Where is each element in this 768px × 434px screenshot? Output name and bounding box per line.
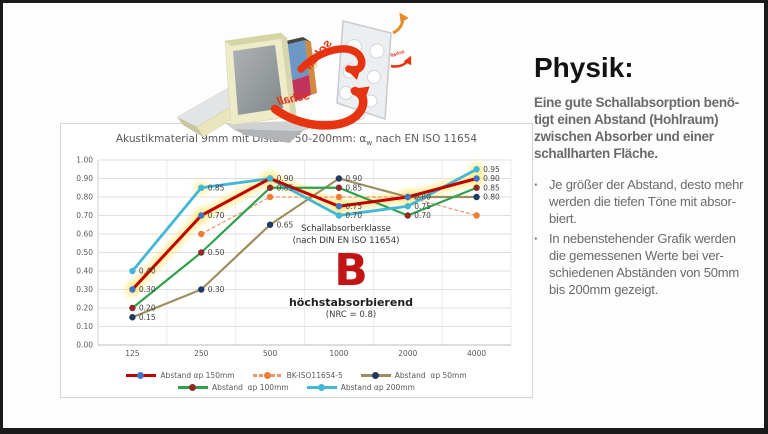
legend-marker: [306, 384, 337, 392]
svg-text:0.20: 0.20: [76, 304, 93, 313]
svg-text:1000: 1000: [329, 349, 348, 358]
legend-item: Abstand αp 50mm: [360, 371, 467, 380]
absorption-line-chart: 1.00 0.90 0.80 0.70 0.60 0.50 0.40 0.30 0.20 0.10…: [76, 156, 512, 358]
svg-text:0.80: 0.80: [483, 193, 500, 202]
svg-text:0.75: 0.75: [414, 202, 431, 211]
legend-marker: [178, 384, 209, 392]
svg-text:250: 250: [194, 349, 209, 358]
svg-text:0.80: 0.80: [414, 193, 431, 202]
svg-text:0.85: 0.85: [208, 183, 225, 192]
svg-text:125: 125: [125, 349, 140, 358]
svg-text:0.10: 0.10: [76, 322, 93, 331]
bullet-item: · In nebenstehender Grafik werden die ge…: [534, 230, 764, 298]
absorber-class-block: B höchstabsorbierend (NRC = 0.8): [266, 245, 436, 321]
absorber-class-nrc: (NRC = 0.8): [325, 310, 377, 321]
legend-item: Abstand αp 150mm: [126, 371, 235, 380]
legend-marker: [360, 372, 391, 380]
svg-text:0.40: 0.40: [76, 267, 93, 276]
svg-text:4000: 4000: [467, 349, 486, 358]
svg-text:0.70: 0.70: [345, 211, 362, 220]
svg-text:0.50: 0.50: [76, 248, 93, 257]
svg-text:0.95: 0.95: [483, 165, 500, 174]
bullet-list: · Je größer der Abstand, desto mehr werd…: [534, 176, 764, 298]
absorber-class-note: Schallabsorberklasse (nach DIN EN ISO 11…: [292, 224, 400, 246]
chart-card: Akustikmaterial 9mm mit Distanz 50-200mm…: [60, 123, 533, 398]
legend-item: BK-ISO11654-5: [252, 371, 343, 380]
svg-text:0.70: 0.70: [208, 211, 225, 220]
absorber-class-label: höchstabsorbierend: [288, 296, 414, 310]
svg-text:0.00: 0.00: [76, 341, 93, 350]
svg-text:0.70: 0.70: [76, 211, 93, 220]
svg-text:0.90: 0.90: [345, 174, 362, 183]
svg-text:0.90: 0.90: [483, 174, 500, 183]
svg-text:0.50: 0.50: [208, 248, 225, 257]
svg-text:0.60: 0.60: [76, 230, 93, 239]
legend-marker: [252, 372, 283, 380]
small-red-arrow: [390, 55, 412, 68]
chart-title: Akustikmaterial 9mm mit Distanz 50-200mm…: [115, 133, 478, 148]
legend-marker: [126, 372, 157, 380]
legend-label: Abstand αp 200mm: [340, 383, 415, 392]
legend-label: BK-ISO11654-5: [286, 371, 343, 380]
physik-panel: Physik: Eine gute Schallabsorption benö-…: [534, 52, 764, 301]
svg-text:0.30: 0.30: [76, 285, 93, 294]
svg-text:0.70: 0.70: [414, 211, 431, 220]
svg-text:0.15: 0.15: [139, 313, 156, 322]
legend-item: Abstand αp 100mm: [178, 383, 289, 392]
bullet-marker: ·: [534, 177, 539, 192]
bullet-text: In nebenstehender Grafik werden die geme…: [549, 231, 740, 297]
intro-paragraph: Eine gute Schallabsorption benö- tigt ei…: [534, 95, 739, 161]
svg-text:0.30: 0.30: [139, 285, 156, 294]
schall-label-small: schall: [389, 49, 405, 59]
legend-item: Abstand αp 200mm: [306, 383, 415, 392]
svg-text:0.65: 0.65: [277, 220, 294, 229]
legend-label: Abstand αp 50mm: [394, 371, 467, 380]
svg-text:500: 500: [263, 349, 278, 358]
svg-text:1.00: 1.00: [76, 156, 93, 165]
framed-gray-slab: [224, 32, 297, 126]
bullet-marker: ·: [534, 231, 539, 246]
bullet-item: · Je größer der Abstand, desto mehr werd…: [534, 176, 764, 227]
svg-text:0.85: 0.85: [277, 183, 294, 192]
svg-text:0.85: 0.85: [483, 183, 500, 192]
legend-label: Abstand αp 100mm: [212, 383, 289, 392]
legend-label: Abstand αp 150mm: [160, 371, 235, 380]
svg-text:0.40: 0.40: [139, 267, 156, 276]
svg-text:0.80: 0.80: [76, 193, 93, 202]
bullet-text: Je größer der Abstand, desto mehr werden…: [549, 177, 744, 226]
sound-arrow-upper: [297, 45, 366, 80]
svg-text:0.20: 0.20: [139, 304, 156, 313]
absorber-class-letter: B: [334, 245, 368, 296]
physik-heading: Physik:: [534, 52, 634, 83]
svg-text:0.90: 0.90: [277, 174, 294, 183]
sound-arrow-lower: [270, 86, 370, 130]
svg-text:2000: 2000: [398, 349, 417, 358]
small-orange-arrow: [392, 12, 409, 35]
chart-legend: Abstand αp 150mm BK-ISO11654-5 Abstand αp …: [61, 371, 532, 392]
acoustic-panels-illustration: schall schall schall: [176, 12, 412, 143]
svg-text:0.75: 0.75: [345, 202, 362, 211]
svg-text:0.85: 0.85: [345, 183, 362, 192]
svg-text:0.90: 0.90: [76, 174, 93, 183]
svg-text:0.30: 0.30: [208, 285, 225, 294]
